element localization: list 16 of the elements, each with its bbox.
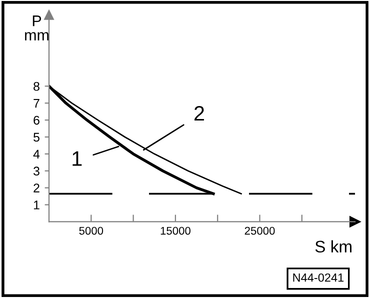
y-tick-label: 1 <box>34 200 40 210</box>
y-tick-label: 7 <box>34 99 40 108</box>
y-axis-title: P mm <box>25 16 48 40</box>
y-tick-label: 5 <box>34 132 40 142</box>
x-tick-label: 5000 <box>79 226 104 235</box>
x-tick-label: 15000 <box>160 226 190 235</box>
annotation: 1 <box>72 151 82 166</box>
x-tick-label: 25000 <box>244 226 275 235</box>
annotation: 2 <box>194 106 204 121</box>
y-tick-label: 3 <box>34 166 40 176</box>
y-tick-label: 4 <box>33 150 40 158</box>
x-axis-title: S km <box>315 240 352 253</box>
y-tick-label: 6 <box>34 116 40 125</box>
text: N44-0241 <box>293 273 344 282</box>
y-tick-label: 2 <box>34 184 40 192</box>
y-tick-label: 8 <box>34 82 40 91</box>
